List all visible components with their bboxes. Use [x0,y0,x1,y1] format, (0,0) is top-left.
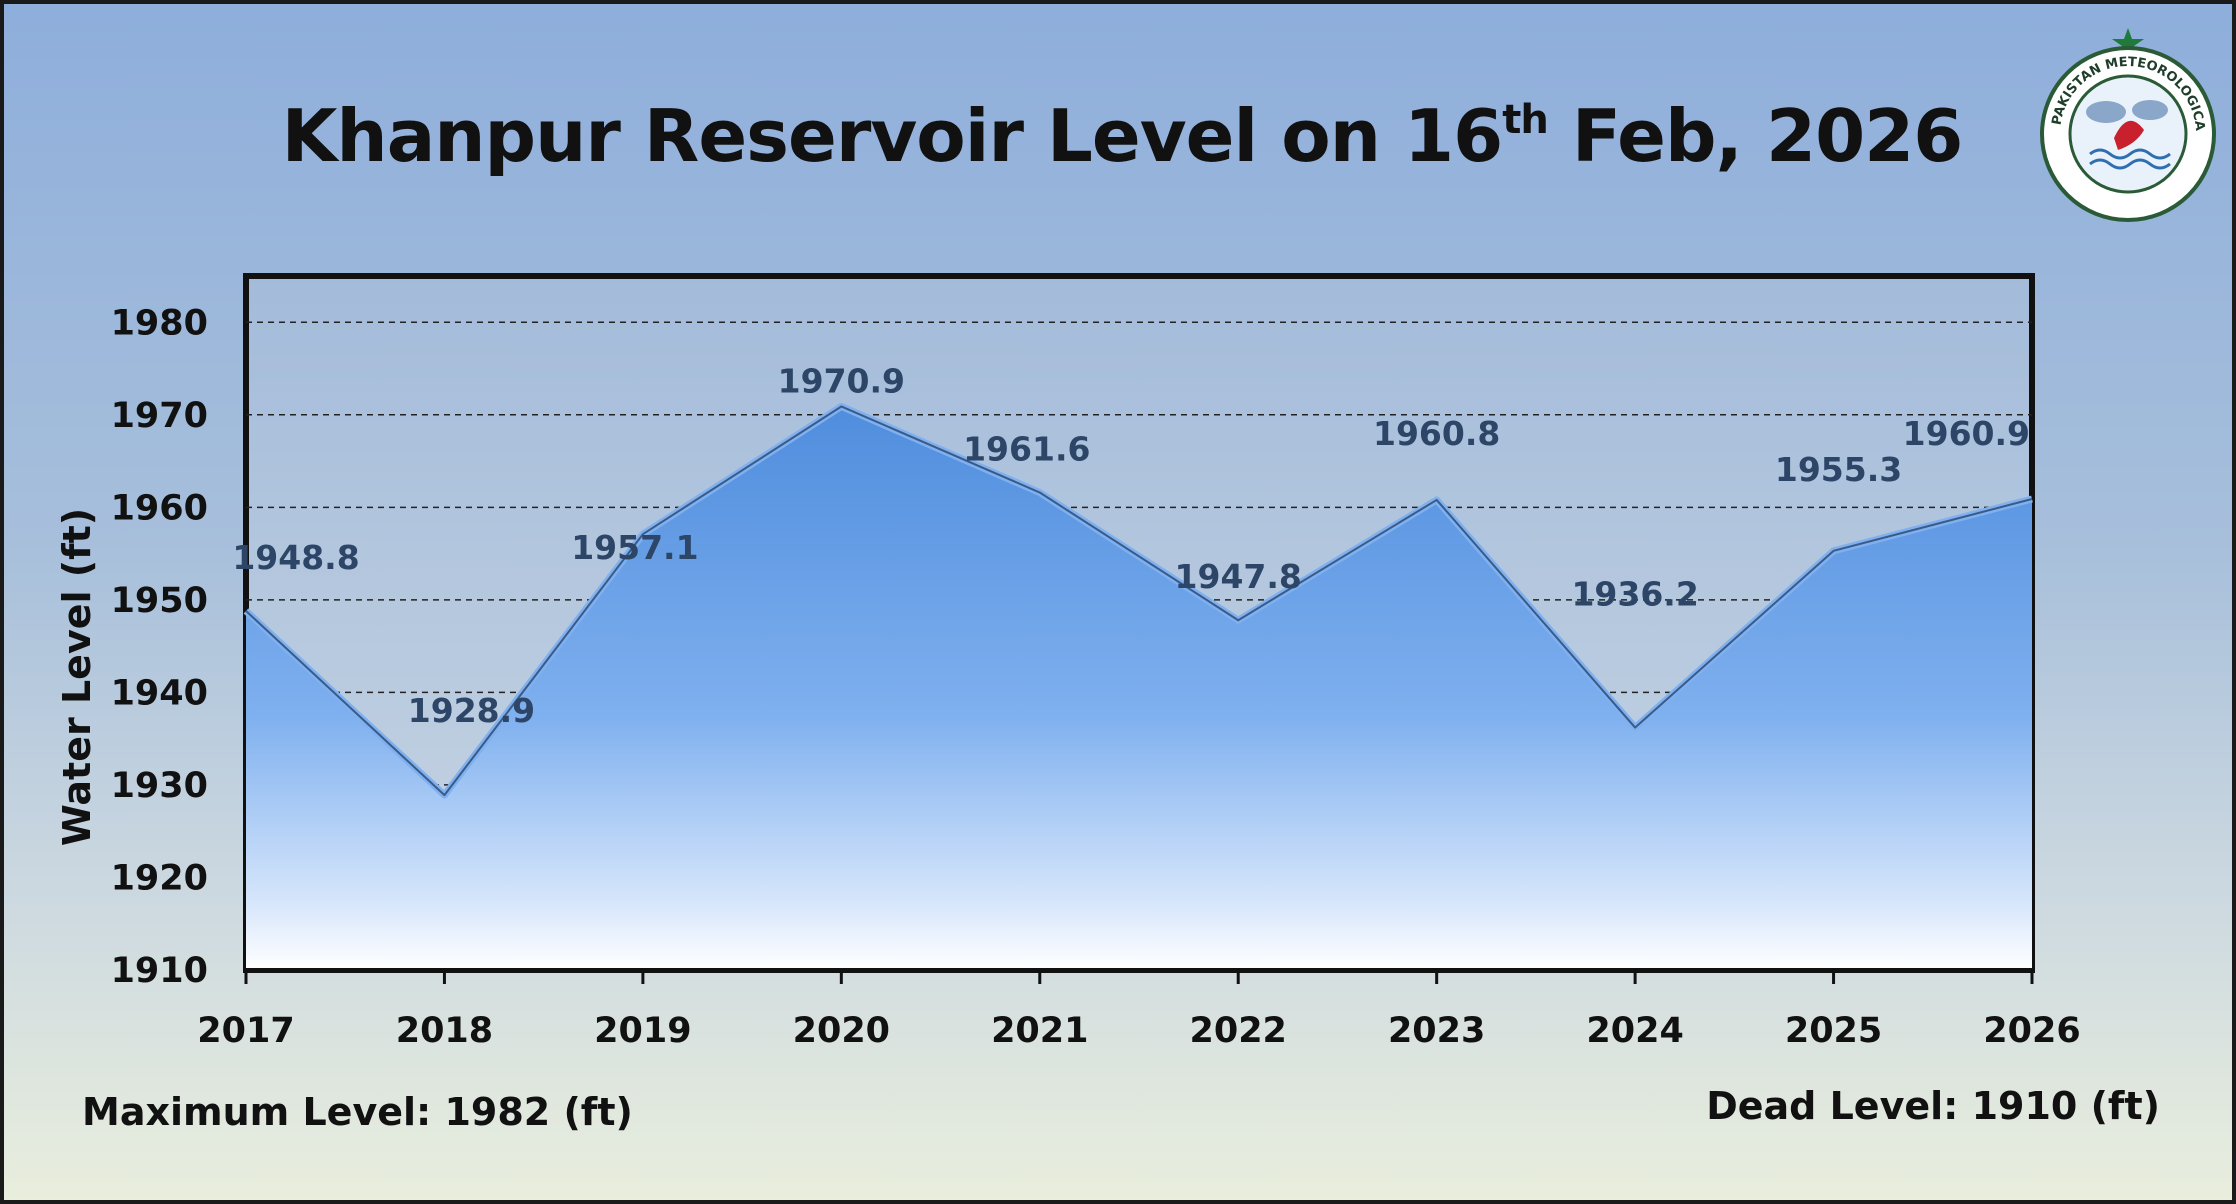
data-label: 1960.8 [1373,414,1500,453]
x-ticks [244,970,2034,984]
title-text: Khanpur Reservoir Level on 16 [281,94,1504,178]
area-series-shadow [245,405,2033,797]
data-label: 1961.6 [963,430,1090,469]
max-level-note: Maximum Level: 1982 (ft) [82,1090,633,1134]
x-tick-label: 2018 [396,1011,493,1051]
title-tail: Feb, 2026 [1547,94,1963,178]
data-label: 1947.8 [1175,557,1302,596]
x-tick-label: 2026 [1983,1011,2080,1051]
x-tick-label: 2019 [594,1011,691,1051]
x-tick-label: 2025 [1785,1011,1882,1051]
y-tick-label: 1950 [111,581,208,621]
x-tick-label: 2020 [793,1011,890,1051]
pmd-logo-icon: PAKISTAN METEOROLOGICAL DEPARTMENT [2028,26,2216,222]
y-tick-label: 1970 [111,396,208,436]
y-tick-label: 1920 [111,858,208,898]
chart-title: Khanpur Reservoir Level on 16th Feb, 202… [4,86,2236,186]
area-series [246,406,2032,970]
y-tick-label: 1930 [111,766,208,806]
y-tick-label: 1940 [111,673,208,713]
x-tick-label: 2021 [991,1011,1088,1051]
y-tick-label: 1980 [111,303,208,343]
data-label: 1936.2 [1571,575,1698,614]
y-tick-label: 1960 [111,488,208,528]
x-tick-label: 2017 [197,1011,294,1051]
x-tick-label: 2024 [1586,1011,1683,1051]
x-axis-labels: 2017 2018 2019 2020 2021 2022 2023 2024 2025 2026 [197,1011,2080,1051]
title-superscript: th [1502,97,1549,143]
data-labels: 1948.8 1928.9 1957.1 1970.9 1961.6 1947.8 1960… [232,361,2030,730]
logo-star-icon [2112,28,2144,57]
data-label: 1970.9 [778,361,905,400]
data-label: 1960.9 [1903,414,2030,453]
y-axis-labels: 1910 1920 1930 1940 1950 1960 1970 1980 [111,303,208,991]
data-label: 1957.1 [571,528,698,567]
dead-level-note: Dead Level: 1910 (ft) [1706,1084,2160,1128]
data-label: 1948.8 [232,538,359,577]
data-label: 1955.3 [1775,450,1902,489]
data-label: 1928.9 [408,691,535,730]
y-axis-title: Water Level (ft) [55,508,99,846]
x-tick-label: 2022 [1190,1011,1287,1051]
y-tick-label: 1910 [111,951,208,991]
x-tick-label: 2023 [1388,1011,1485,1051]
